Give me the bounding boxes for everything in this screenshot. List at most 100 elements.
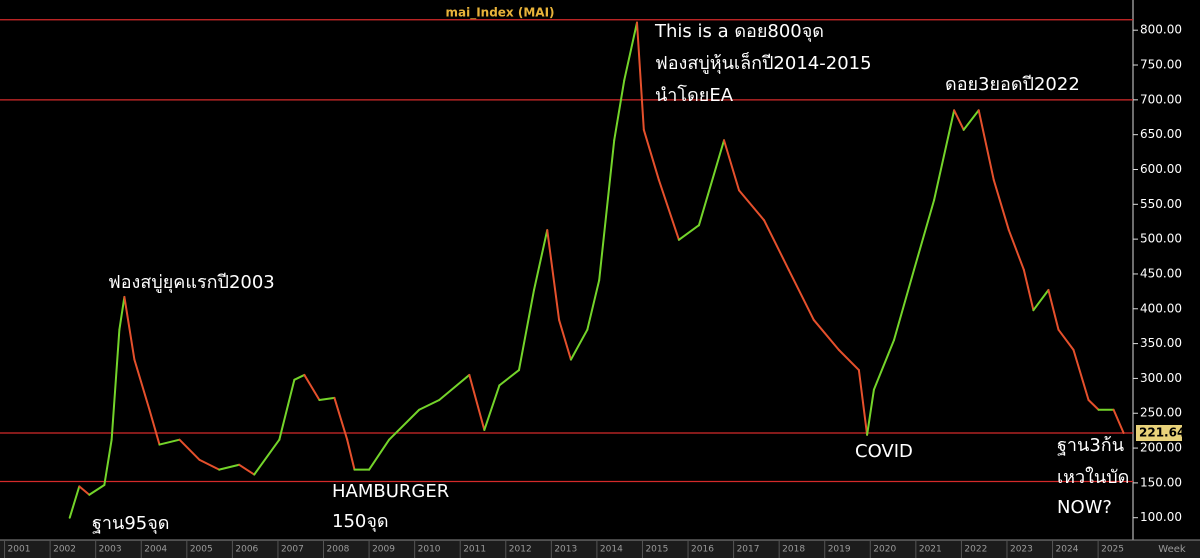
price-segment [1072,348,1090,402]
y-tick-label: 700.00 [1140,92,1182,106]
x-tick-label: 2024 [1056,545,1079,555]
price-segment [1047,288,1060,331]
price-segment [812,318,840,351]
chart-title: mai_Index (MAI) [445,6,554,21]
y-tick-label: 200.00 [1140,441,1182,455]
annotation: 150จุด [332,511,389,532]
price-segment [103,438,113,486]
price-segment [872,339,895,391]
price-segment [368,438,391,471]
annotation: เหวในบัด [1057,466,1129,488]
price-segment [569,328,589,361]
price-segment [468,373,486,431]
x-tick-label: 2010 [418,545,441,555]
annotation: ฟองสบู่ยุคแรกปี2003 [108,272,275,293]
x-tick-label: 2021 [919,545,942,555]
x-tick-label: 2025 [1101,545,1124,555]
y-tick-label: 750.00 [1140,58,1182,72]
last-value-box [1136,424,1182,441]
price-segment [1057,328,1075,351]
price-segment [857,369,869,436]
price-segment [642,128,660,181]
price-segment [992,178,1010,232]
price-segment [238,463,256,476]
y-tick-label: 800.00 [1140,23,1182,37]
price-segment [303,373,321,402]
price-segment [498,369,520,387]
price-segment [635,21,645,131]
price-segment [723,139,741,192]
x-tick-label: 2019 [828,545,851,555]
x-tick-label: 2013 [554,545,577,555]
price-segment [118,295,126,331]
price-segment [148,408,161,446]
x-axis-label: Week [1158,544,1186,555]
price-segment [1112,408,1125,434]
x-tick-label: 2020 [873,545,896,555]
y-tick-label: 500.00 [1140,232,1182,246]
x-tick-label: 2014 [600,545,623,555]
price-segment [533,229,549,291]
price-segment [763,219,790,271]
price-segment [598,139,616,282]
price-segment [123,295,136,361]
price-segment [333,396,349,441]
price-segment [623,21,638,82]
last-value-label: 221.64 [1139,425,1185,439]
annotation: This is a ดอย800จุด [654,21,824,42]
price-segment [558,318,572,361]
price-segment [738,189,766,222]
y-tick-label: 150.00 [1140,475,1182,489]
price-segment [278,378,296,441]
price-segment [133,358,151,411]
x-tick-label: 2003 [99,545,122,555]
price-segment [78,485,91,496]
y-tick-label: 100.00 [1140,510,1182,524]
price-segment [198,458,221,471]
price-segment [977,109,995,181]
price-segment [517,288,536,372]
x-tick-label: 2017 [737,545,760,555]
price-segment [88,483,106,496]
price-segment [293,373,306,381]
y-tick-label: 550.00 [1140,197,1182,211]
y-tick-label: 350.00 [1140,336,1182,350]
price-segment [892,268,916,342]
annotation: นำโดยEA [655,84,734,106]
price-segment [1022,268,1035,312]
y-tick-label: 300.00 [1140,371,1182,385]
annotation: ดอย3ยอดปี2022 [945,74,1080,95]
price-segment [787,268,815,321]
price-segment [418,399,441,411]
price-segment [178,438,201,461]
annotation: NOW? [1057,497,1112,518]
x-tick-label: 2008 [327,545,350,555]
price-segment [218,463,241,471]
price-segment [346,438,356,471]
x-tick-label: 2022 [964,545,987,555]
x-tick-label: 2016 [691,545,714,555]
price-segment [913,199,936,271]
price-segment [158,438,181,446]
price-segment [697,139,726,227]
x-tick-label: 2006 [235,545,258,555]
price-segment [953,109,965,131]
price-segment [253,438,281,476]
x-tick-label: 2023 [1010,545,1033,555]
y-tick-label: 250.00 [1140,406,1182,420]
y-tick-label: 450.00 [1140,266,1182,280]
annotation: ฟองสบู่หุ้นเล็กปี2014-2015 [655,51,872,74]
x-tick-label: 2004 [144,545,167,555]
price-segment [546,229,561,321]
x-axis-band [0,540,1200,558]
x-tick-label: 2007 [281,545,304,555]
price-segment [586,279,601,331]
x-tick-label: 2005 [190,545,213,555]
x-tick-label: 2015 [645,545,668,555]
y-tick-label: 600.00 [1140,162,1182,176]
price-segment [962,109,980,131]
price-segment [1087,399,1100,411]
x-tick-label: 2001 [8,545,31,555]
price-segment [68,485,81,519]
